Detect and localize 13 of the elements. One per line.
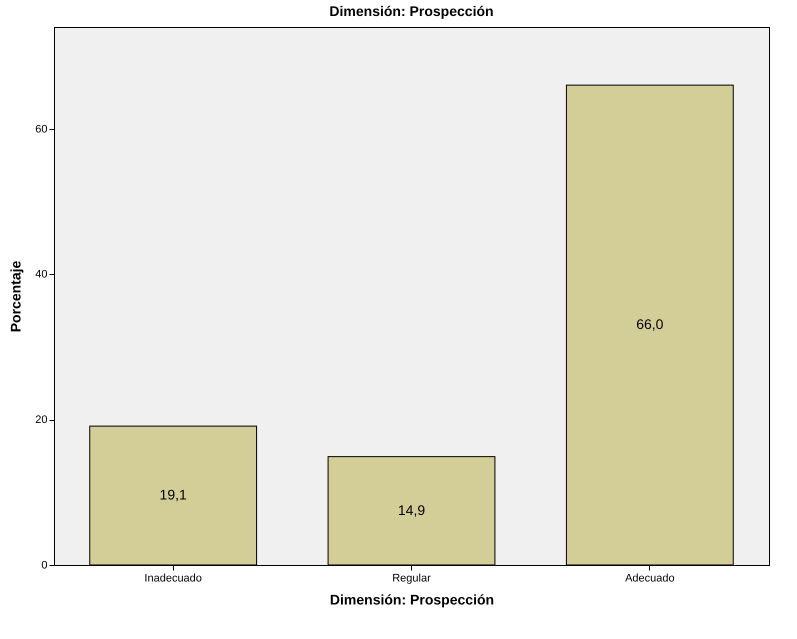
data-label: 14,9	[398, 502, 426, 518]
y-tick-label: 60	[35, 123, 48, 136]
y-tick-label: 0	[41, 560, 48, 572]
chart-title: Dimensión: Prospección	[329, 3, 494, 19]
y-axis-title: Porcentaje	[7, 260, 24, 332]
y-tick-label: 20	[35, 414, 48, 426]
data-label: 19,1	[160, 486, 188, 503]
data-label: 66,0	[636, 316, 664, 332]
x-axis-title: Dimensión: Prospección	[330, 592, 494, 608]
x-tick-label: Inadecuado	[144, 572, 202, 584]
x-tick-label: Adecuado	[625, 572, 675, 584]
y-tick-label: 40	[35, 268, 48, 281]
x-tick-label: Regular	[392, 572, 432, 584]
